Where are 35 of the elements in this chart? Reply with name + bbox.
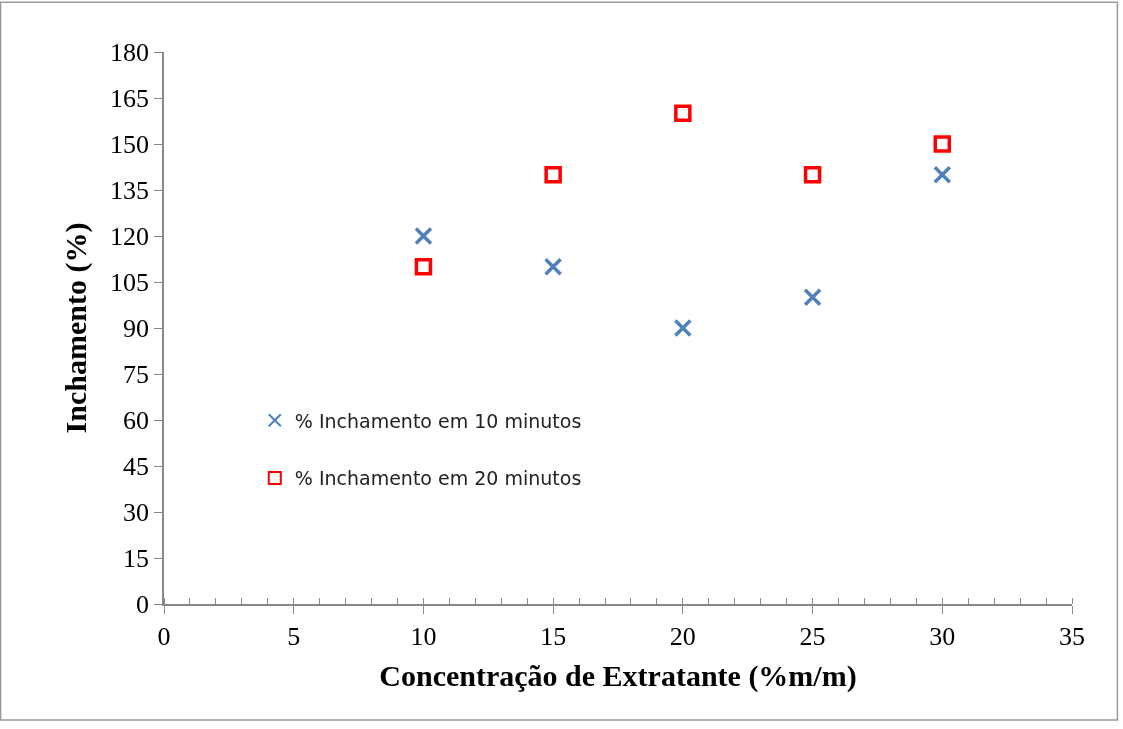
y-tick-label: 165 [110,84,150,114]
y-tick-label: 60 [123,406,150,436]
point [803,165,822,184]
y-tick-label: 30 [123,498,150,528]
point [673,318,693,338]
x-tick-label: 5 [287,621,301,651]
x-tick-label: 0 [157,621,171,651]
x-tick-label: 25 [799,621,826,651]
x-tick-label: 10 [410,621,437,651]
point [414,257,433,276]
point [933,135,952,153]
y-tick-label: 45 [123,452,150,482]
y-tick-label: 120 [110,222,150,252]
x-axis-title: Concentração de Extratante (%m/m) [379,658,857,693]
y-axis-title: Inchamento (%) [58,222,93,434]
y-tick-label: 150 [110,130,150,160]
legend-label: % Inchamento em 20 minutos [294,467,582,490]
point [543,257,563,276]
x-tick-label: 30 [929,621,956,651]
y-tick-label: 75 [123,360,150,390]
y-tick-label: 0 [136,590,150,620]
point [544,165,562,184]
y-tick-label: 180 [110,38,150,68]
y-tick-label: 105 [110,268,150,298]
y-tick-label: 135 [110,176,150,206]
y-tick-label: 15 [123,544,150,574]
y-tick-label: 90 [123,314,150,344]
legend-label: % Inchamento em 10 minutos [294,409,582,432]
x-tick-label: 35 [1059,621,1085,651]
point [933,165,952,184]
x-tick-label: 20 [669,621,696,651]
point [803,288,822,307]
x-tick-label: 15 [540,621,567,651]
point [414,226,433,246]
point [674,104,692,123]
